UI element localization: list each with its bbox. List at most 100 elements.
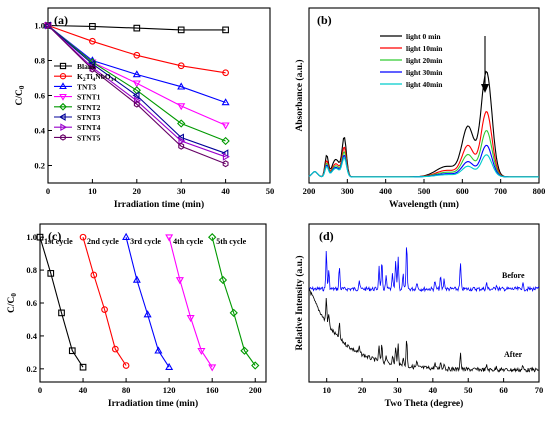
series-line (47, 25, 226, 165)
y-axis-label: C/C0 (7, 293, 18, 313)
x-tick-label: 600 (456, 186, 469, 196)
legend-marker (59, 102, 67, 111)
x-tick-label: 0 (38, 385, 42, 395)
series-line (47, 24, 226, 74)
x-tick-label: 70 (535, 385, 544, 395)
data-point (222, 69, 229, 77)
data-point (122, 232, 131, 240)
legend-marker (59, 62, 67, 70)
series-line (125, 237, 170, 368)
series-line (47, 25, 226, 126)
data-point (177, 26, 185, 34)
x-tick-label: 200 (249, 385, 262, 395)
data-point (222, 160, 229, 168)
data-point (177, 119, 186, 128)
series-line (39, 237, 84, 368)
x-tick-label: 10 (88, 186, 97, 196)
data-point (47, 270, 55, 277)
cycle-label: 1st cycle (44, 237, 73, 246)
data-point (175, 277, 184, 285)
data-point (89, 23, 96, 30)
data-point (165, 234, 174, 242)
data-point (240, 346, 249, 355)
panel-a: 0 10 20 30 40 50 0.2 0.4 0.6 0.8 1.0 Irradiation ti… (15, 7, 275, 210)
data-point (133, 51, 141, 59)
data-point (222, 152, 230, 161)
legend-label: TNT3 (77, 82, 96, 91)
panel-b: 200 300 400 500 600 700 800 Wavelength (nm) Abso… (294, 7, 546, 210)
data-point (143, 310, 152, 318)
data-point (177, 103, 186, 111)
data-point (221, 98, 230, 106)
x-tick-label: 50 (464, 385, 473, 395)
legend-label: STNT4 (77, 123, 101, 132)
x-tick-label: 700 (494, 186, 507, 196)
x-tick-label: 0 (46, 186, 50, 196)
data-point (186, 315, 195, 323)
y-tick-label: 0.2 (26, 364, 37, 374)
panel-label: (b) (317, 13, 332, 27)
series-label-before: Before (502, 271, 525, 280)
y-tick-label: 0.4 (26, 331, 37, 341)
data-point (154, 346, 163, 354)
x-tick-label: 50 (266, 186, 275, 196)
x-axis-label: Wavelength (nm) (389, 199, 459, 210)
data-point (79, 363, 87, 371)
plot-frame (39, 223, 267, 383)
data-point (221, 136, 230, 146)
data-point (45, 22, 51, 29)
panel-label: (a) (54, 13, 68, 27)
data-point (101, 306, 108, 313)
x-tick-label: 20 (358, 385, 367, 395)
data-point (165, 362, 174, 370)
legend-marker (60, 134, 66, 141)
spectrum-line (308, 129, 539, 178)
data-point (111, 345, 119, 353)
x-tick-label: 120 (163, 385, 176, 395)
legend-marker (59, 82, 67, 90)
x-tick-label: 160 (206, 385, 219, 395)
data-point (79, 233, 87, 241)
series-line (47, 25, 226, 104)
data-point (133, 24, 141, 32)
panel-label: (c) (48, 229, 61, 243)
data-point (208, 233, 217, 242)
data-point (132, 70, 141, 78)
series-line (168, 237, 213, 368)
y-tick-label: 0.2 (34, 161, 45, 171)
x-tick-label: 400 (379, 186, 392, 196)
x-tick-label: 20 (133, 186, 142, 196)
series-label-after: After (504, 350, 523, 359)
spectrum-line (308, 110, 539, 178)
x-tick-label: 30 (393, 385, 402, 395)
legend-label: STNT2 (77, 103, 101, 112)
x-tick-label: 60 (499, 385, 508, 395)
data-point (221, 122, 230, 130)
y-tick-label: 1.0 (26, 232, 37, 242)
x-tick-label: 10 (322, 385, 331, 395)
data-point (178, 136, 186, 146)
x-tick-label: 800 (533, 186, 546, 196)
legend-marker (58, 113, 66, 121)
y-tick-label: 0.6 (34, 91, 45, 101)
legend-marker (59, 73, 67, 80)
data-point (229, 308, 238, 317)
y-axis-label: Absorbance (a.u.) (294, 59, 305, 131)
data-point (132, 91, 140, 100)
y-tick-label: 1.0 (34, 21, 45, 31)
y-tick-label: 0.8 (26, 265, 37, 275)
legend-label: STNT5 (77, 133, 101, 142)
legend-label: light 0 min (406, 32, 441, 41)
x-axis-label: Irradiation time (min) (108, 398, 198, 409)
cycle-label: 3rd cycle (130, 237, 161, 246)
x-tick-label: 40 (429, 385, 438, 395)
legend-label: Blank (77, 62, 97, 71)
data-point (36, 233, 44, 241)
series-line (82, 237, 127, 366)
legend-marker (59, 93, 67, 101)
data-point (68, 347, 76, 355)
data-point (197, 347, 206, 356)
x-tick-label: 80 (122, 385, 131, 395)
y-tick-label: 0.4 (34, 126, 45, 136)
data-point (133, 100, 140, 108)
